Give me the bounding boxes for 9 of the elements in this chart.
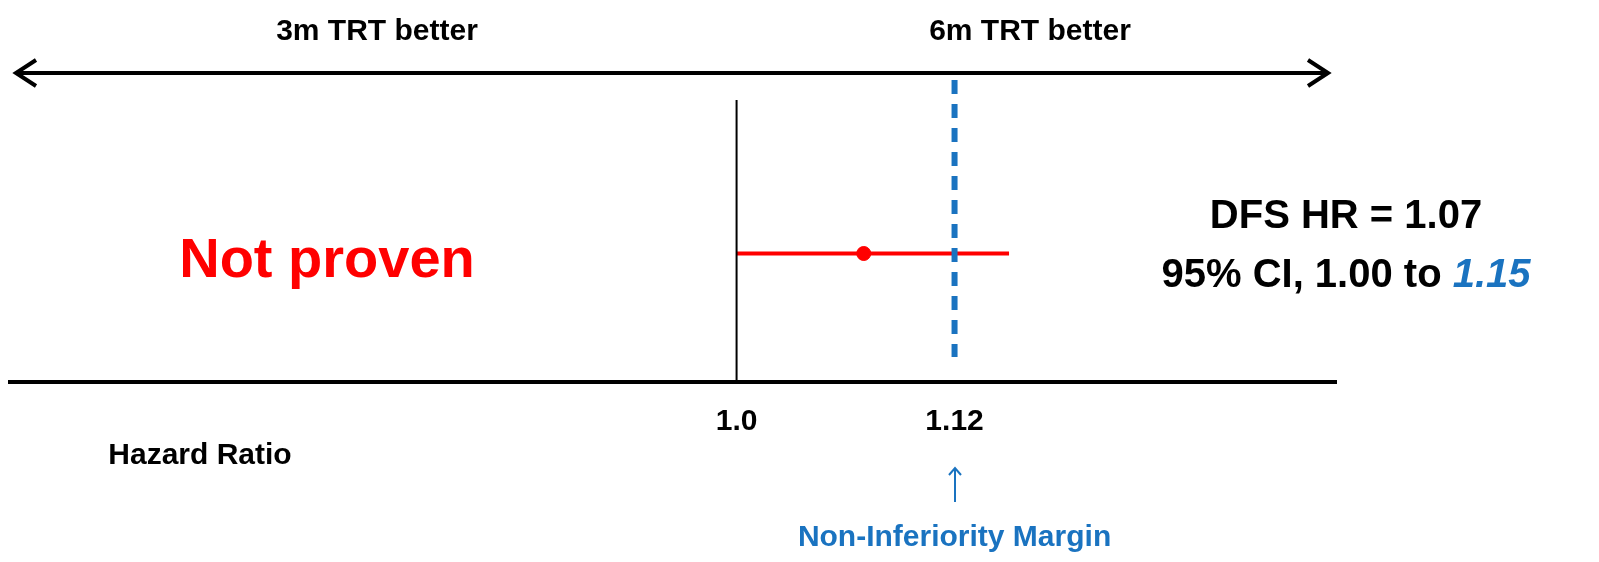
x-tick-label: 1.0 (715, 403, 758, 437)
text: 6m TRT better (929, 13, 1131, 47)
x-tick-label: 1.12 (925, 403, 984, 437)
ref-line-label: Non-Inferiority Margin (797, 519, 1112, 553)
annotation: Not proven (179, 224, 475, 290)
x-axis-title: Hazard Ratio (108, 437, 292, 471)
annotation: DFS HR = 1.07 (1209, 191, 1483, 237)
text: 3m TRT better (276, 13, 478, 47)
annotation: 95% CI, 1.00 to 1.15 (1161, 250, 1531, 296)
